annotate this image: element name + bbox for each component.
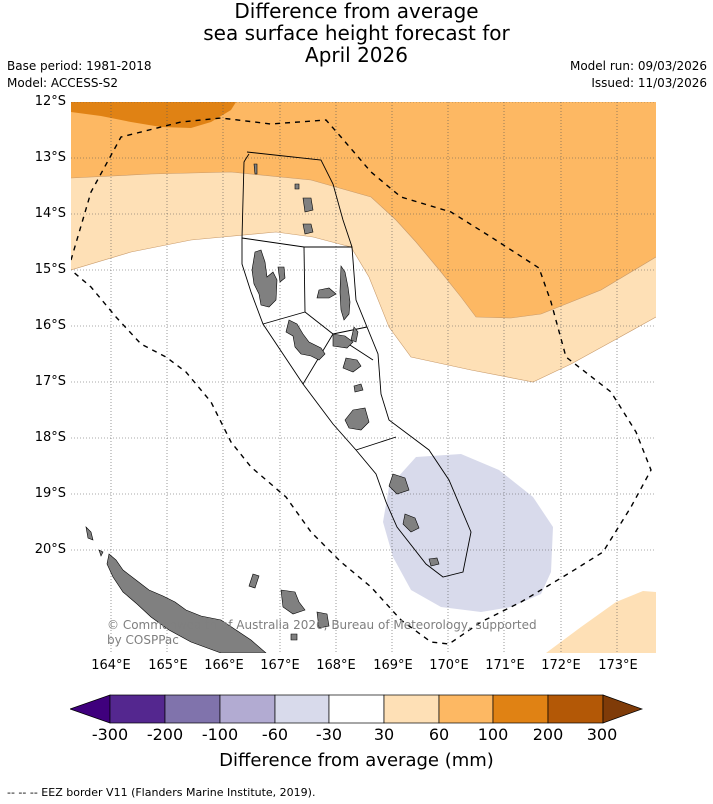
lat-tick-label: 15°S [34, 262, 66, 277]
copyright-line-2: by COSPPac [107, 633, 179, 647]
model-label: Model: ACCESS-S2 [7, 76, 119, 90]
colorbar-title: Difference from average (mm) [219, 750, 494, 771]
contour-line [71, 231, 656, 383]
meta-right: Model run: 09/03/2026 Issued: 11/03/2026 [570, 58, 707, 92]
colorbar-swatch [328, 694, 385, 724]
island-banks-1 [302, 197, 314, 213]
lon-tick-label: 172°E [541, 658, 581, 673]
lat-tick-label: 19°S [34, 486, 66, 501]
island-ambae [316, 287, 337, 299]
colorbar-tick-label: 60 [428, 725, 450, 744]
island-new-caledonia [106, 553, 267, 653]
eez-legend-note: -- -- -- EEZ border V11 (Flanders Marine… [7, 786, 316, 799]
island-espiritu-santo [251, 249, 278, 308]
contour-line [71, 171, 656, 319]
colorbar-tick-label: -200 [146, 725, 184, 744]
lat-tick-label: 13°S [34, 150, 66, 165]
lon-tick-label: 167°E [260, 658, 300, 673]
lat-tick-label: 18°S [34, 430, 66, 445]
colorbar-swatch [164, 694, 221, 724]
province-boundaries [241, 151, 472, 578]
colorbar-swatch-below [70, 694, 111, 724]
lon-tick-label: 173°E [598, 658, 638, 673]
lat-tick-label: 20°S [34, 542, 66, 557]
colorbar [70, 694, 644, 724]
land-masses [85, 163, 440, 653]
island-banks-3 [294, 183, 300, 190]
lat-tick-label: 17°S [34, 374, 66, 389]
meta-left: Base period: 1981-2018 Model: ACCESS-S2 [7, 58, 152, 92]
colorbar-swatch [109, 694, 166, 724]
issued-label: Issued: 11/03/2026 [591, 76, 707, 90]
title-line-2: sea surface height forecast for [203, 21, 510, 45]
island-loyalty-ouvea [248, 573, 260, 589]
island-small-nw [85, 526, 94, 541]
lon-tick-label: 171°E [485, 658, 525, 673]
colorbar-tick-label: -100 [201, 725, 239, 744]
colorbar-swatch-above [602, 694, 644, 724]
colorbar-tick-label: 100 [477, 725, 509, 744]
island-isle-of-pines [290, 633, 298, 641]
anomaly-band-60-100 [71, 102, 656, 318]
island-loyalty-mare [316, 611, 330, 629]
island-efate [344, 407, 370, 431]
anomaly-band-100-200 [71, 102, 236, 128]
lon-tick-label: 169°E [373, 658, 413, 673]
copyright-line-1: © Commonwealth of Australia 2026, Bureau… [107, 618, 537, 632]
island-small-nw-2 [98, 549, 104, 557]
title-line-3: April 2026 [305, 43, 408, 67]
island-loyalty-lifou [280, 589, 306, 615]
island-malekula [285, 319, 326, 361]
island-erromango [388, 473, 410, 495]
colorbar-tick-label: 300 [586, 725, 618, 744]
colorbar-tick-label: -60 [261, 725, 289, 744]
colorbar-tick-label: 30 [373, 725, 395, 744]
lon-tick-label: 164°E [91, 658, 131, 673]
colorbar-swatch [219, 694, 276, 724]
lon-tick-label: 168°E [316, 658, 356, 673]
island-tanna [402, 513, 420, 533]
anomaly-band-30-60-se [546, 591, 656, 653]
title-line-1: Difference from average [234, 0, 479, 23]
lat-tick-label: 16°S [34, 318, 66, 333]
island-banks-2 [302, 223, 314, 235]
colorbar-tick-label: -300 [91, 725, 129, 744]
eez-border [71, 117, 652, 645]
lat-tick-label: 14°S [34, 206, 66, 221]
colorbar-tick-label: -30 [315, 725, 343, 744]
island-epi [353, 383, 364, 393]
chart-title: Difference from average sea surface heig… [0, 0, 713, 66]
island-pentecost [350, 326, 359, 343]
lat-tick-label: 12°S [34, 94, 66, 109]
island-malo [277, 266, 286, 283]
anomaly-band-neg-30-60 [383, 454, 553, 612]
lon-tick-label: 166°E [204, 658, 244, 673]
island-maewo [339, 265, 351, 321]
island-paama [342, 357, 362, 373]
island-ambrym [332, 333, 354, 349]
colorbar-swatch [492, 694, 549, 724]
colorbar-swatch [438, 694, 494, 724]
island-torres [253, 163, 258, 175]
base-period-label: Base period: 1981-2018 [7, 59, 152, 73]
sea-level-map: © Commonwealth of Australia 2026, Bureau… [71, 102, 656, 653]
island-aneityum [428, 557, 440, 567]
colorbar-swatch [274, 694, 330, 724]
colorbar-swatch [547, 694, 604, 724]
colorbar-swatch [383, 694, 440, 724]
colorbar-tick-label: 200 [532, 725, 564, 744]
model-run-label: Model run: 09/03/2026 [569, 59, 707, 73]
lon-tick-label: 170°E [429, 658, 469, 673]
lon-tick-label: 165°E [148, 658, 188, 673]
